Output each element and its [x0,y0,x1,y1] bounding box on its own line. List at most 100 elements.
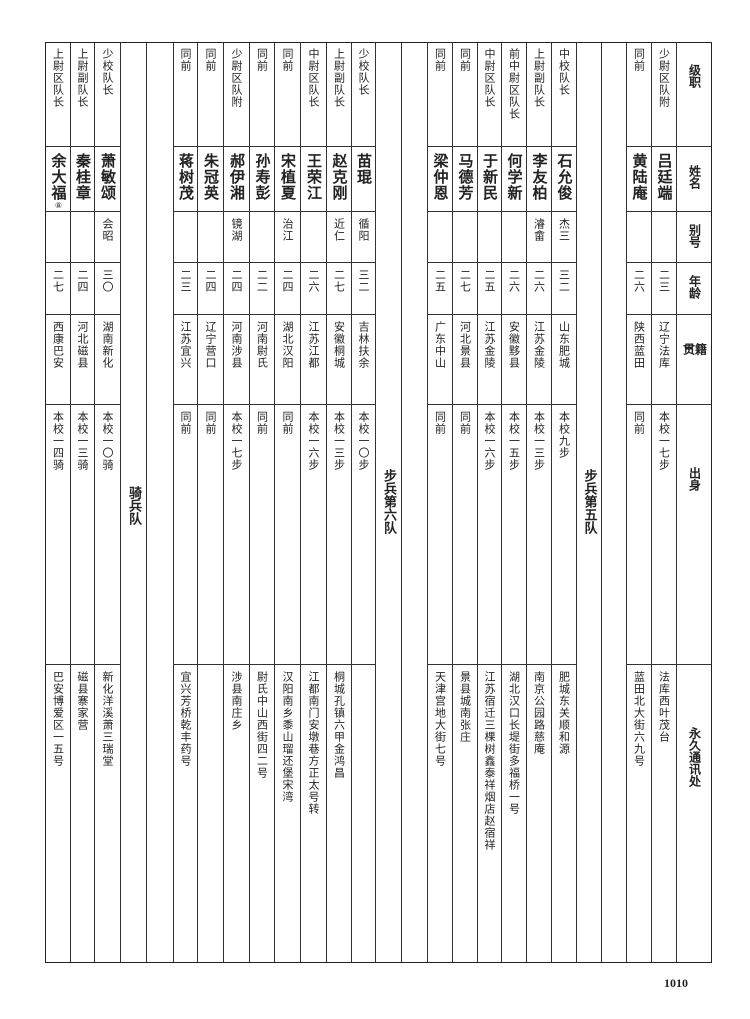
cell-address: 肥城东关顺和源 [552,665,576,963]
officer-row: 同前 梁仲恩 二五 广东中山 同前 天津宫地大街七号 [427,42,452,963]
origin-text: 本校一〇步 [357,411,370,471]
cell-alias [478,212,501,263]
native-text: 西康巴安 [51,321,65,369]
native-text: 江苏金陵 [532,321,546,369]
name-text: 马德芳 [456,153,475,201]
officer-row: 上尉副队长 李友柏 濬畲 二六 江苏金陵 本校一三步 南京公园路慈庵 [526,42,551,963]
age-text: 二四 [281,269,294,293]
rank-text: 上尉副队长 [76,48,89,108]
cell-alias: 镜湖 [224,212,249,263]
cell-age: 二五 [478,263,501,315]
origin-text: 同前 [281,411,294,435]
cell-name: 黄陆庵 [627,147,651,212]
cell-origin: 同前 [275,405,300,665]
cell-alias [46,212,70,263]
cell-native: 广东中山 [428,315,452,405]
officer-row: 同前 黄陆庵 二六 陕西蓝田 同前 蓝田北大街六九号 [626,42,651,963]
age-text: 三二 [357,269,370,293]
cell-address: 巴安博爱区一五号 [46,665,70,963]
cell-age: 二四 [71,263,94,315]
native-text: 江苏金陵 [483,321,496,369]
cell-rank: 同前 [428,42,452,147]
name-text: 蒋树茂 [177,153,195,201]
cell-rank: 同前 [453,42,477,147]
cell-address: 湖北汉口长堤街多福桥一号 [502,665,526,963]
name-text: 何学新 [505,153,524,201]
address-text: 江都南门安墩巷方正太号转 [307,671,320,815]
cell-origin: 同前 [627,405,651,665]
native-text: 河南尉氏 [255,321,269,369]
cell-address: 磁县寨家营 [71,665,94,963]
rank-text: 少校队长 [357,48,370,96]
rank-text: 同前 [632,48,646,72]
name-text: 郝伊湘 [228,153,246,201]
cell-native: 湖南新化 [95,315,120,405]
native-text: 河北磁县 [76,321,89,369]
cell-native: 山东肥城 [552,315,576,405]
cell-age: 二四 [198,263,223,315]
cell-age: 三二 [352,263,375,315]
cell-name: 朱冠英 [198,147,223,212]
cell-origin: 同前 [428,405,452,665]
cell-name: 宋植夏 [275,147,300,212]
native-text: 江苏江都 [307,321,320,369]
origin-text: 同前 [632,411,646,435]
cell-age: 二七 [46,263,70,315]
header-origin: 出身 [677,405,712,665]
origin-text: 本校一〇骑 [101,411,114,471]
cell-age: 二五 [428,263,452,315]
page-number: 1010 [664,976,688,990]
header-column: 级职 姓名 别号 年龄 籍贯 出身 永久通讯处 [676,42,712,963]
cell-rank: 中尉区队长 [301,42,326,147]
cell-name: 吕廷端 [652,147,676,212]
cell-address: 景县城南张庄 [453,665,477,963]
address-text: 景县城南张庄 [458,671,472,743]
rank-text: 少校队长 [101,48,114,96]
cell-name: 秦桂章 [71,147,94,212]
origin-text: 同前 [433,411,447,435]
address-text: 蓝田北大街六九号 [632,671,646,767]
cell-name: 萧敏颂 [95,147,120,212]
cell-origin: 本校一三步 [527,405,551,665]
cell-native: 河南涉县 [224,315,249,405]
address-text: 巴安博爱区一五号 [51,671,65,767]
cell-age: 二四 [275,263,300,315]
officer-row: 同前 宋植夏 治江 二四 湖北汉阳 同前 汉阳南乡黍山瑠还堡宋湾 [274,42,300,963]
cell-origin: 本校一七步 [224,405,249,665]
address-text: 湖北汉口长堤街多福桥一号 [507,671,521,815]
native-text: 山东肥城 [557,321,571,369]
cell-alias: 近仁 [327,212,351,263]
origin-text: 本校一七步 [230,411,243,471]
native-text: 安徽黟县 [507,321,521,369]
name-text: 萧敏颂 [99,153,117,201]
cell-rank: 同前 [627,42,651,147]
cell-rank: 上尉副队长 [527,42,551,147]
section-label: 步兵第六队 [381,468,396,534]
cell-native: 河南尉氏 [250,315,274,405]
age-text: 二四 [76,269,89,293]
name-text: 秦桂章 [74,153,92,201]
section-label: 骑兵队 [126,485,141,525]
native-text: 江苏宜兴 [179,321,192,369]
cell-name: 梁仲恩 [428,147,452,212]
address-text: 新化洋溪萧三瑞堂 [101,671,114,767]
cell-origin: 本校九步 [552,405,576,665]
cell-alias [502,212,526,263]
cell-origin: 同前 [453,405,477,665]
cell-alias [428,212,452,263]
native-text: 广东中山 [433,321,447,369]
rank-text: 上尉区队长 [51,48,65,108]
native-text: 河南涉县 [230,321,243,369]
officer-row: 同前 马德芳 二七 河北景县 同前 景县城南张庄 [452,42,477,963]
cell-rank: 同前 [275,42,300,147]
cell-address: 蓝田北大街六九号 [627,665,651,963]
origin-text: 本校一六步 [307,411,320,471]
cell-name: 于新民 [478,147,501,212]
origin-text: 同前 [255,411,269,435]
cell-address: 宜兴芳桥乾丰药号 [174,665,197,963]
officer-row: 上尉区队长 余大福 ⑧ 二七 西康巴安 本校一四骑 巴安博爱区一五号 [45,42,70,963]
cell-rank: 同前 [198,42,223,147]
cell-alias: 会昭 [95,212,120,263]
alias-text: 近仁 [332,218,346,242]
